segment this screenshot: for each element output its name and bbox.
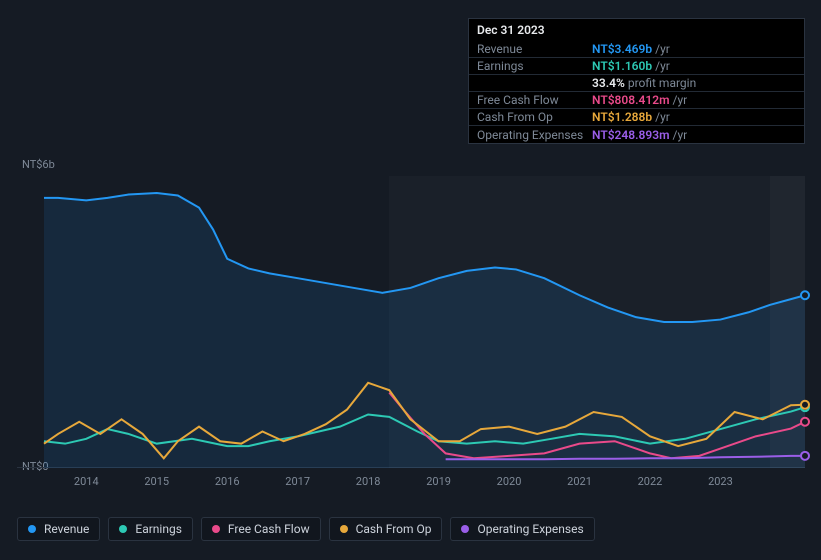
tooltip-suffix: /yr [655, 110, 670, 124]
tooltip-suffix: /yr [673, 128, 688, 142]
legend-item-revenue[interactable]: Revenue [17, 517, 100, 541]
tooltip-suffix: /yr [673, 93, 688, 107]
x-axis-tick: 2016 [215, 475, 240, 488]
tooltip-suffix: profit margin [628, 76, 696, 90]
legend-dot [340, 525, 348, 533]
tooltip-label: Revenue [477, 42, 592, 56]
legend-label: Revenue [44, 522, 89, 536]
tooltip-suffix: /yr [655, 59, 670, 73]
tooltip-box: Dec 31 2023 RevenueNT$3.469b/yrEarningsN… [468, 18, 805, 144]
tooltip-value: NT$1.288b [592, 110, 652, 124]
x-axis-tick: 2014 [74, 475, 99, 488]
tooltip-row: 33.4%profit margin [469, 75, 804, 92]
tooltip-row: RevenueNT$3.469b/yr [469, 41, 804, 58]
tooltip-label: Operating Expenses [477, 128, 592, 142]
legend-item-free-cash-flow[interactable]: Free Cash Flow [201, 517, 321, 541]
x-axis-tick: 2023 [708, 475, 733, 488]
series-endpoint-free-cash-flow [801, 418, 809, 426]
x-axis-tick: 2022 [638, 475, 663, 488]
series-endpoint-operating-expenses [801, 452, 809, 460]
legend-dot [461, 525, 469, 533]
tooltip-label: Free Cash Flow [477, 93, 592, 107]
chart-plot-area[interactable] [17, 176, 805, 468]
x-axis-tick: 2021 [567, 475, 592, 488]
series-endpoint-cash-from-op [801, 401, 809, 409]
legend-dot [119, 525, 127, 533]
tooltip-suffix: /yr [655, 42, 670, 56]
tooltip-label: Earnings [477, 59, 592, 73]
legend-label: Cash From Op [356, 522, 432, 536]
tooltip-row: Cash From OpNT$1.288b/yr [469, 109, 804, 126]
tooltip-value: NT$3.469b [592, 42, 652, 56]
chart-svg [17, 176, 805, 468]
tooltip-value: NT$1.160b [592, 59, 652, 73]
legend-item-earnings[interactable]: Earnings [108, 517, 193, 541]
series-endpoint-revenue [801, 291, 809, 299]
legend: Revenue Earnings Free Cash Flow Cash From O… [17, 517, 595, 541]
tooltip-row: Operating ExpensesNT$248.893m/yr [469, 126, 804, 143]
tooltip-row: Free Cash FlowNT$808.412m/yr [469, 92, 804, 109]
legend-dot [212, 525, 220, 533]
tooltip-value: NT$808.412m [592, 93, 670, 107]
x-axis-tick: 2018 [356, 475, 381, 488]
legend-item-cash-from-op[interactable]: Cash From Op [329, 517, 443, 541]
x-axis-tick: 2020 [497, 475, 522, 488]
tooltip-label: Cash From Op [477, 110, 592, 124]
legend-dot [28, 525, 36, 533]
legend-label: Earnings [135, 522, 182, 536]
series-area-revenue [44, 193, 805, 468]
tooltip-row: EarningsNT$1.160b/yr [469, 58, 804, 75]
x-axis-tick: 2019 [426, 475, 451, 488]
legend-item-operating-expenses[interactable]: Operating Expenses [450, 517, 594, 541]
chart-container: Dec 31 2023 RevenueNT$3.469b/yrEarningsN… [0, 0, 821, 560]
tooltip-date: Dec 31 2023 [469, 19, 804, 41]
tooltip-value: NT$248.893m [592, 128, 670, 142]
legend-label: Free Cash Flow [228, 522, 310, 536]
x-axis-tick: 2017 [285, 475, 310, 488]
y-axis-label-max: NT$6b [22, 158, 55, 171]
legend-label: Operating Expenses [477, 522, 583, 536]
tooltip-value: 33.4% [592, 76, 625, 90]
x-axis-tick: 2015 [144, 475, 169, 488]
